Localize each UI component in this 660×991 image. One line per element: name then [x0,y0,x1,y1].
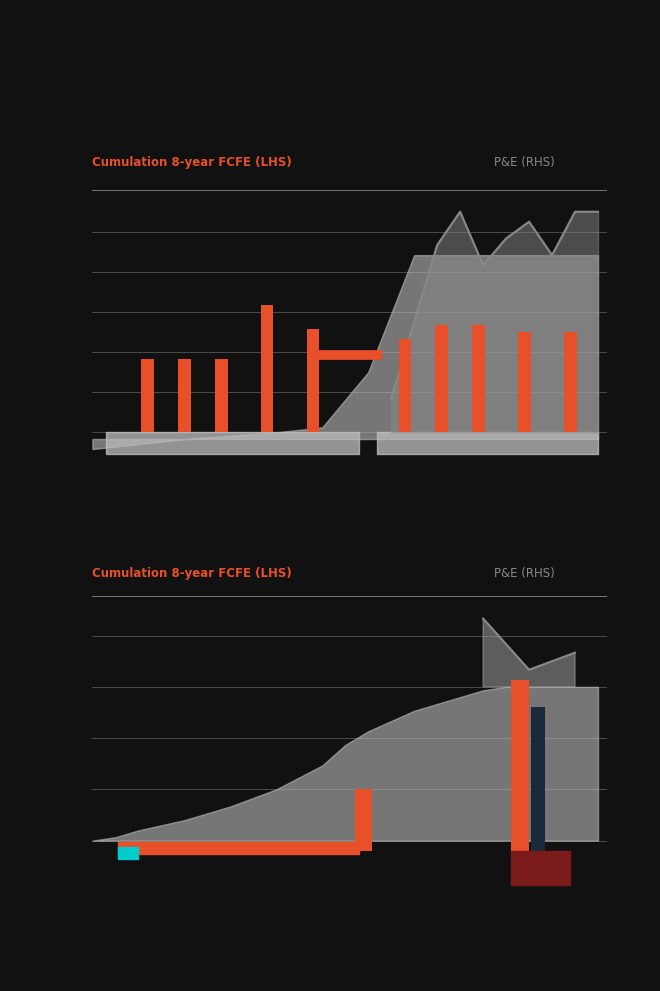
Bar [518,332,531,432]
Bar [261,305,273,432]
Bar [355,790,372,851]
Bar [531,708,545,851]
Bar [399,339,411,432]
Bar [117,847,139,859]
Bar [117,841,359,853]
Bar [141,359,154,432]
Bar [307,329,319,432]
Text: Cumulation 8-year FCFE (LHS): Cumulation 8-year FCFE (LHS) [92,157,292,169]
Polygon shape [483,618,575,687]
Bar [472,325,485,432]
Bar [436,325,448,432]
Bar [178,359,191,432]
Bar [564,332,577,432]
Bar [511,680,529,851]
Text: P&E (RHS): P&E (RHS) [494,567,554,580]
Bar [214,359,228,432]
Text: P&E (RHS): P&E (RHS) [494,157,554,169]
Text: Cumulation 8-year FCFE (LHS): Cumulation 8-year FCFE (LHS) [92,567,292,580]
Bar [511,851,570,885]
